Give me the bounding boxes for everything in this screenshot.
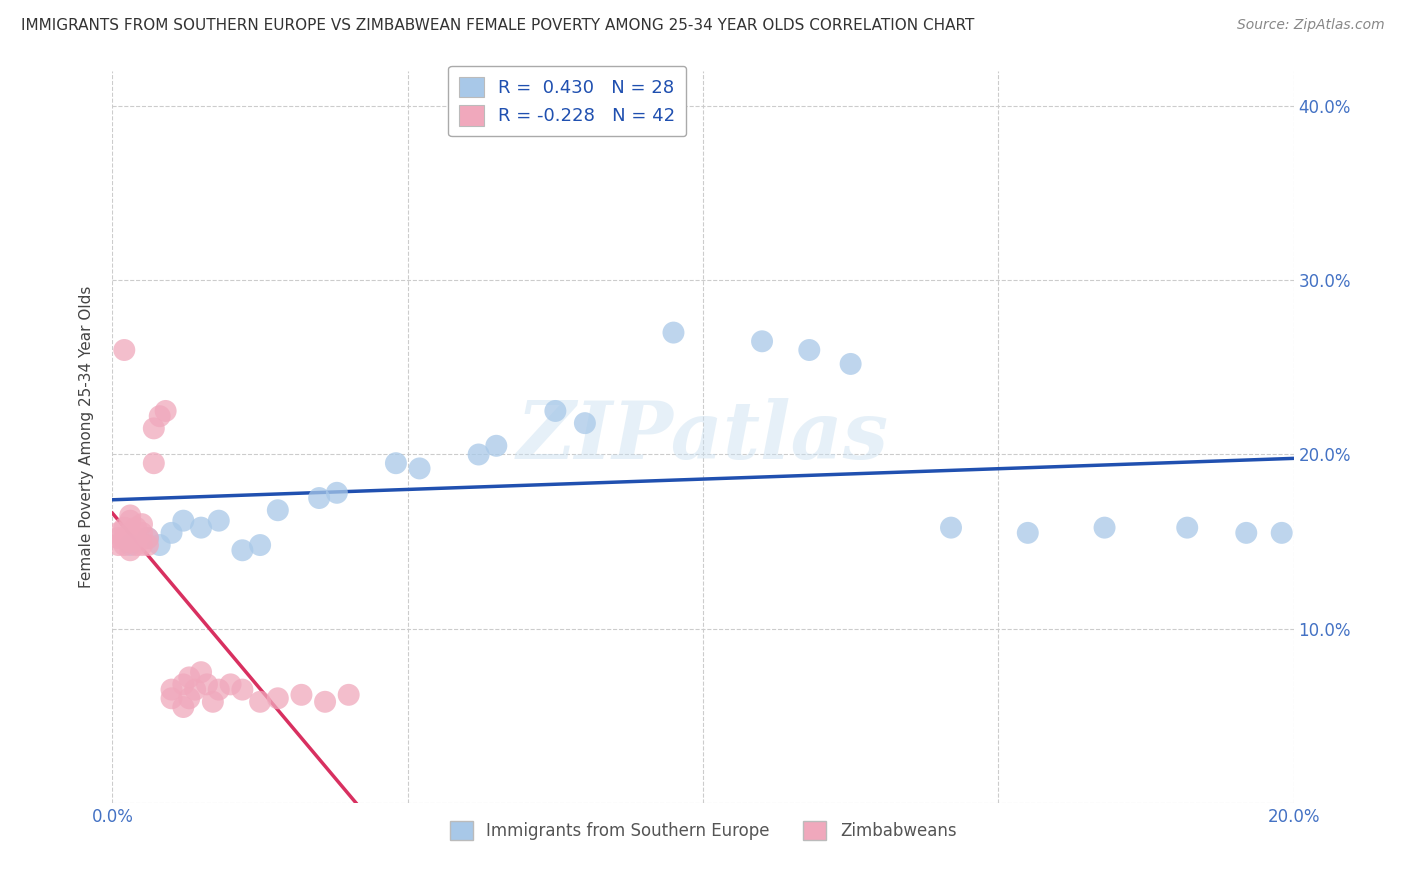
Point <box>326 485 349 500</box>
Point <box>190 665 212 680</box>
Point <box>1234 525 1257 540</box>
Point <box>337 688 360 702</box>
Point <box>1271 525 1294 540</box>
Point <box>574 416 596 430</box>
Point <box>267 503 290 517</box>
Point <box>142 456 165 470</box>
Point <box>172 514 194 528</box>
Point <box>267 691 290 706</box>
Point <box>544 404 567 418</box>
Point <box>120 543 142 558</box>
Point <box>112 343 135 357</box>
Point <box>120 508 142 523</box>
Point <box>125 521 148 535</box>
Point <box>839 357 862 371</box>
Point <box>172 700 194 714</box>
Point <box>1094 521 1116 535</box>
Point <box>179 670 201 684</box>
Point <box>408 461 430 475</box>
Point <box>120 514 142 528</box>
Point <box>125 538 148 552</box>
Point <box>195 677 218 691</box>
Point <box>125 531 148 545</box>
Point <box>939 521 962 535</box>
Point <box>1017 525 1039 540</box>
Point <box>467 448 489 462</box>
Point <box>155 404 177 418</box>
Point <box>142 421 165 435</box>
Point <box>107 538 129 552</box>
Point <box>107 525 129 540</box>
Point <box>208 682 231 697</box>
Point <box>131 538 153 552</box>
Point <box>314 695 336 709</box>
Point <box>136 538 159 552</box>
Point <box>231 543 253 558</box>
Point <box>385 456 408 470</box>
Point <box>160 691 183 706</box>
Point <box>160 682 183 697</box>
Point <box>112 538 135 552</box>
Point <box>136 531 159 545</box>
Point <box>201 695 224 709</box>
Point <box>208 514 231 528</box>
Point <box>249 538 271 552</box>
Text: ZIPatlas: ZIPatlas <box>517 399 889 475</box>
Point <box>120 525 142 540</box>
Point <box>485 439 508 453</box>
Point <box>290 688 312 702</box>
Point <box>179 691 201 706</box>
Point <box>308 491 330 505</box>
Point <box>120 534 142 549</box>
Point <box>160 525 183 540</box>
Text: Source: ZipAtlas.com: Source: ZipAtlas.com <box>1237 18 1385 32</box>
Point <box>231 682 253 697</box>
Y-axis label: Female Poverty Among 25-34 Year Olds: Female Poverty Among 25-34 Year Olds <box>79 286 94 588</box>
Point <box>136 531 159 545</box>
Text: IMMIGRANTS FROM SOUTHERN EUROPE VS ZIMBABWEAN FEMALE POVERTY AMONG 25-34 YEAR OL: IMMIGRANTS FROM SOUTHERN EUROPE VS ZIMBA… <box>21 18 974 33</box>
Legend: Immigrants from Southern Europe, Zimbabweans: Immigrants from Southern Europe, Zimbabw… <box>443 814 963 847</box>
Point <box>112 521 135 535</box>
Point <box>1175 521 1198 535</box>
Point <box>799 343 821 357</box>
Point <box>662 326 685 340</box>
Point <box>190 521 212 535</box>
Point <box>112 531 135 545</box>
Point <box>219 677 242 691</box>
Point <box>172 677 194 691</box>
Point <box>107 531 129 545</box>
Point <box>184 682 207 697</box>
Point <box>131 525 153 540</box>
Point <box>149 538 172 552</box>
Point <box>149 409 172 424</box>
Point <box>131 517 153 532</box>
Point <box>120 538 142 552</box>
Point <box>751 334 773 349</box>
Point <box>249 695 271 709</box>
